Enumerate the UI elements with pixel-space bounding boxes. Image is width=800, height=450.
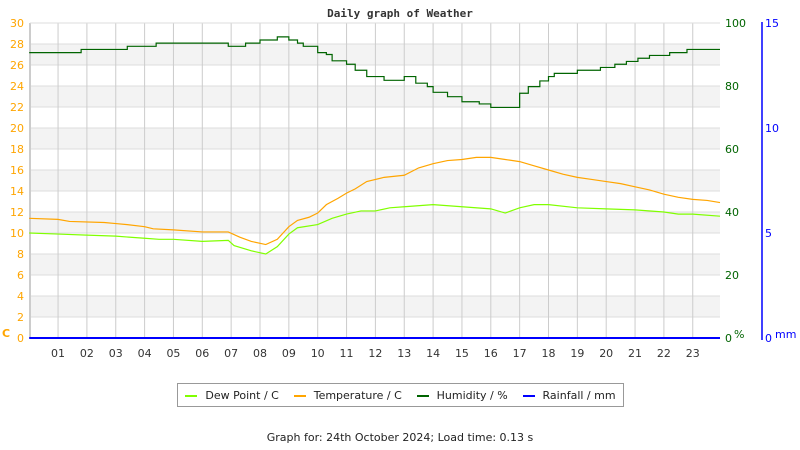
- chart-title: Daily graph of Weather: [327, 7, 473, 20]
- y-left-tick-label: 10: [10, 227, 24, 240]
- x-tick-label: 11: [340, 347, 354, 360]
- legend-label: Rainfall / mm: [542, 388, 616, 402]
- y-left-tick-label: 24: [10, 80, 24, 93]
- x-tick-label: 07: [224, 347, 238, 360]
- legend-swatch: [185, 394, 198, 397]
- x-tick-label: 12: [368, 347, 382, 360]
- legend-label: Humidity / %: [436, 388, 508, 402]
- footer-status: Graph for: 24th October 2024; Load time:…: [266, 431, 534, 444]
- y-left-tick-label: 0: [17, 332, 24, 345]
- series-line-temperature: [29, 156, 721, 246]
- y-left-tick-label: 2: [17, 311, 24, 324]
- x-tick-label: 03: [109, 347, 123, 360]
- legend-label: Dew Point / C: [205, 388, 279, 402]
- series-line-humidity: [29, 36, 720, 109]
- y-rain-tick-label: 0: [765, 332, 772, 345]
- x-tick-label: 16: [484, 347, 498, 360]
- x-tick-label: 17: [513, 347, 527, 360]
- x-tick-label: 09: [282, 347, 296, 360]
- y-left-tick-label: 20: [10, 122, 24, 135]
- x-tick-label: 23: [686, 347, 700, 360]
- legend-item-dew-point: Dew Point / C: [185, 388, 279, 402]
- y-left-tick-label: 18: [10, 143, 24, 156]
- y-left-tick-label: 30: [10, 17, 24, 30]
- y-left-tick-label: 6: [17, 269, 24, 282]
- x-tick-label: 10: [311, 347, 325, 360]
- legend-item-humidity: Humidity / %: [416, 388, 508, 402]
- legend: Dew Point / C Temperature / C Humidity /…: [177, 383, 624, 407]
- legend-item-rainfall: Rainfall / mm: [522, 388, 616, 402]
- y-left-tick-label: 14: [10, 185, 24, 198]
- series-line-dew: [29, 204, 721, 255]
- y-right-tick-label: 60: [725, 143, 739, 156]
- y-rain-tick-label: 10: [765, 122, 779, 135]
- x-tick-label: 13: [397, 347, 411, 360]
- y-rain-unit: mm: [775, 328, 796, 341]
- y-left-tick-label: 26: [10, 59, 24, 72]
- y-right-tick-label: 20: [725, 269, 739, 282]
- y-left-unit: C: [2, 327, 10, 340]
- y-right-tick-label: 40: [725, 206, 739, 219]
- legend-swatch: [416, 394, 429, 397]
- legend-swatch: [522, 394, 535, 397]
- y-left-tick-label: 22: [10, 101, 24, 114]
- x-tick-label: 01: [51, 347, 65, 360]
- x-tick-label: 02: [80, 347, 94, 360]
- x-tick-label: 21: [628, 347, 642, 360]
- legend-label: Temperature / C: [313, 388, 402, 402]
- x-tick-label: 20: [599, 347, 613, 360]
- legend-item-temperature: Temperature / C: [293, 388, 402, 402]
- x-tick-label: 14: [426, 347, 440, 360]
- y-left-tick-label: 12: [10, 206, 24, 219]
- x-tick-label: 18: [542, 347, 556, 360]
- y-left-tick-label: 28: [10, 38, 24, 51]
- y-left-tick-label: 8: [17, 248, 24, 261]
- y-rain-tick-label: 5: [765, 227, 772, 240]
- x-tick-label: 15: [455, 347, 469, 360]
- y-rain-tick-label: 15: [765, 17, 779, 30]
- x-tick-label: 08: [253, 347, 267, 360]
- x-tick-label: 05: [166, 347, 180, 360]
- y-right-tick-label: 100: [725, 17, 746, 30]
- x-tick-label: 22: [657, 347, 671, 360]
- y-right-tick-label: 0: [725, 332, 732, 345]
- y-left-tick-label: 4: [17, 290, 24, 303]
- legend-swatch: [293, 394, 306, 397]
- x-tick-label: 04: [138, 347, 152, 360]
- y-right-unit: %: [734, 328, 744, 341]
- y-right-tick-label: 80: [725, 80, 739, 93]
- y-left-tick-label: 16: [10, 164, 24, 177]
- x-tick-label: 06: [195, 347, 209, 360]
- x-tick-label: 19: [570, 347, 584, 360]
